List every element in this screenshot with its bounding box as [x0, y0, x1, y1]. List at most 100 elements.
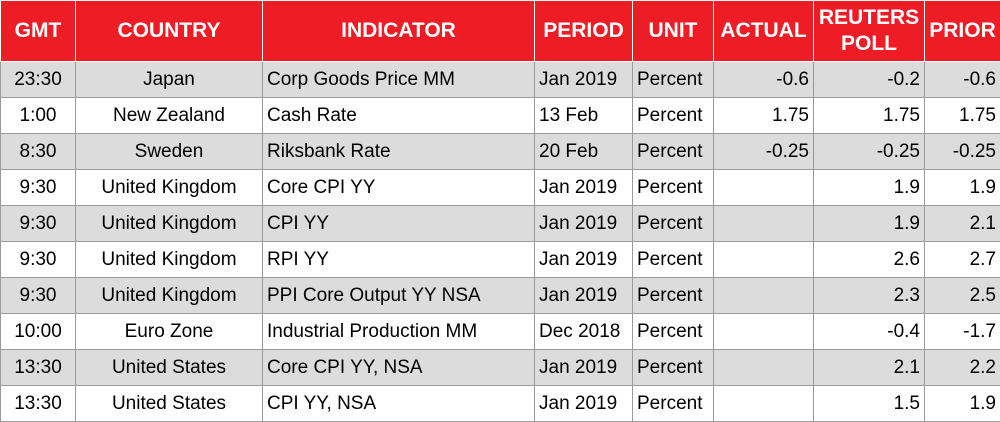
cell-period: 20 Feb — [535, 134, 633, 170]
cell-unit: Percent — [633, 386, 714, 422]
cell-unit: Percent — [633, 350, 714, 386]
cell-gmt: 1:00 — [1, 98, 76, 134]
cell-indicator: Corp Goods Price MM — [263, 62, 535, 98]
cell-prior: 1.75 — [925, 98, 1000, 134]
cell-unit: Percent — [633, 134, 714, 170]
cell-reuters-poll: 2.6 — [814, 242, 925, 278]
cell-period: Jan 2019 — [535, 386, 633, 422]
header-period: PERIOD — [535, 1, 633, 62]
cell-actual: 1.75 — [714, 98, 814, 134]
cell-prior: 2.1 — [925, 206, 1000, 242]
cell-indicator: Industrial Production MM — [263, 314, 535, 350]
header-row: GMT COUNTRY INDICATOR PERIOD UNIT ACTUAL… — [1, 1, 1000, 62]
cell-reuters-poll: -0.25 — [814, 134, 925, 170]
header-actual: ACTUAL — [714, 1, 814, 62]
header-prior: PRIOR — [925, 1, 1000, 62]
cell-indicator: Core CPI YY, NSA — [263, 350, 535, 386]
cell-country: Japan — [76, 62, 263, 98]
cell-actual — [714, 170, 814, 206]
cell-country: United Kingdom — [76, 278, 263, 314]
cell-reuters-poll: -0.4 — [814, 314, 925, 350]
cell-unit: Percent — [633, 206, 714, 242]
cell-country: Euro Zone — [76, 314, 263, 350]
cell-period: Jan 2019 — [535, 242, 633, 278]
cell-indicator: Cash Rate — [263, 98, 535, 134]
cell-unit: Percent — [633, 242, 714, 278]
cell-gmt: 8:30 — [1, 134, 76, 170]
cell-unit: Percent — [633, 62, 714, 98]
cell-prior: 2.2 — [925, 350, 1000, 386]
header-reuters-poll: REUTERS POLL — [814, 1, 925, 62]
cell-unit: Percent — [633, 170, 714, 206]
cell-indicator: CPI YY, NSA — [263, 386, 535, 422]
cell-gmt: 10:00 — [1, 314, 76, 350]
cell-unit: Percent — [633, 314, 714, 350]
header-gmt: GMT — [1, 1, 76, 62]
cell-prior: 2.5 — [925, 278, 1000, 314]
cell-actual — [714, 314, 814, 350]
cell-indicator: Riksbank Rate — [263, 134, 535, 170]
header-reuters-poll-line1: REUTERS — [816, 5, 922, 31]
cell-gmt: 9:30 — [1, 206, 76, 242]
cell-reuters-poll: -0.2 — [814, 62, 925, 98]
header-indicator: INDICATOR — [263, 1, 535, 62]
cell-unit: Percent — [633, 278, 714, 314]
cell-reuters-poll: 1.75 — [814, 98, 925, 134]
cell-country: United States — [76, 386, 263, 422]
cell-actual: -0.6 — [714, 62, 814, 98]
cell-indicator: CPI YY — [263, 206, 535, 242]
header-unit: UNIT — [633, 1, 714, 62]
cell-prior: 1.9 — [925, 170, 1000, 206]
cell-actual — [714, 350, 814, 386]
cell-indicator: PPI Core Output YY NSA — [263, 278, 535, 314]
cell-period: Jan 2019 — [535, 350, 633, 386]
cell-prior: -1.7 — [925, 314, 1000, 350]
cell-actual — [714, 386, 814, 422]
cell-country: United Kingdom — [76, 242, 263, 278]
cell-period: 13 Feb — [535, 98, 633, 134]
cell-gmt: 13:30 — [1, 350, 76, 386]
cell-period: Jan 2019 — [535, 278, 633, 314]
cell-country: United Kingdom — [76, 170, 263, 206]
cell-unit: Percent — [633, 98, 714, 134]
cell-actual — [714, 206, 814, 242]
cell-reuters-poll: 1.9 — [814, 206, 925, 242]
cell-prior: 1.9 — [925, 386, 1000, 422]
cell-actual: -0.25 — [714, 134, 814, 170]
cell-reuters-poll: 2.1 — [814, 350, 925, 386]
cell-reuters-poll: 2.3 — [814, 278, 925, 314]
cell-indicator: RPI YY — [263, 242, 535, 278]
cell-country: United Kingdom — [76, 206, 263, 242]
header-reuters-poll-line2: POLL — [816, 31, 922, 57]
cell-prior: 2.7 — [925, 242, 1000, 278]
cell-gmt: 9:30 — [1, 242, 76, 278]
cell-country: United States — [76, 350, 263, 386]
cell-country: Sweden — [76, 134, 263, 170]
cell-actual — [714, 242, 814, 278]
cell-reuters-poll: 1.5 — [814, 386, 925, 422]
cell-period: Jan 2019 — [535, 206, 633, 242]
cell-period: Jan 2019 — [535, 62, 633, 98]
cell-prior: -0.6 — [925, 62, 1000, 98]
cell-gmt: 9:30 — [1, 170, 76, 206]
cell-country: New Zealand — [76, 98, 263, 134]
cell-reuters-poll: 1.9 — [814, 170, 925, 206]
header-country: COUNTRY — [76, 1, 263, 62]
cell-actual — [714, 278, 814, 314]
cell-indicator: Core CPI YY — [263, 170, 535, 206]
cell-prior: -0.25 — [925, 134, 1000, 170]
cell-period: Dec 2018 — [535, 314, 633, 350]
cell-gmt: 9:30 — [1, 278, 76, 314]
